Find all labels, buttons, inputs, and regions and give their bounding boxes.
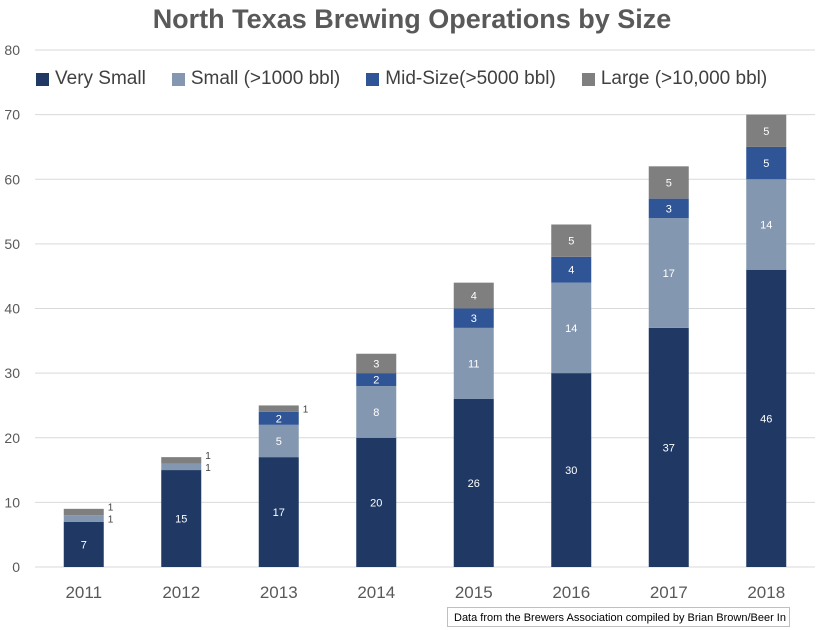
data-label: 11 bbox=[468, 358, 479, 370]
bar-segment bbox=[161, 463, 202, 471]
legend-item: Large (>10,000 bbl) bbox=[581, 68, 768, 90]
x-tick-label: 2011 bbox=[65, 583, 102, 602]
bar-segment bbox=[63, 515, 104, 522]
bar-segment bbox=[453, 308, 494, 328]
data-label: 2 bbox=[373, 375, 379, 387]
x-tick-label: 2014 bbox=[357, 583, 395, 602]
bar-segment bbox=[746, 269, 787, 567]
legend-swatch bbox=[171, 72, 185, 86]
data-label: 3 bbox=[666, 203, 672, 215]
y-tick-label: 40 bbox=[4, 301, 20, 317]
data-label: 14 bbox=[760, 219, 772, 231]
chart-title: North Texas Brewing Operations by Size bbox=[152, 4, 672, 34]
legend-label: Large (>10,000 bbl) bbox=[600, 68, 768, 89]
data-label: 26 bbox=[468, 478, 480, 490]
data-label: 3 bbox=[373, 358, 379, 370]
x-tick-label: 2016 bbox=[552, 583, 590, 602]
bar-segment bbox=[258, 405, 299, 412]
data-label: 5 bbox=[276, 436, 282, 448]
legend-swatch bbox=[581, 72, 595, 86]
bar-segment bbox=[551, 282, 592, 374]
bar-segment bbox=[746, 114, 787, 147]
y-tick-label: 30 bbox=[4, 365, 20, 381]
data-label: 46 bbox=[760, 413, 772, 425]
bar-segment bbox=[356, 386, 397, 438]
data-label: 30 bbox=[565, 465, 577, 477]
bar-segment bbox=[356, 353, 397, 374]
y-tick-label: 0 bbox=[12, 559, 20, 575]
data-label: 1 bbox=[108, 503, 114, 514]
data-label: 4 bbox=[568, 265, 574, 277]
y-tick-label: 10 bbox=[4, 494, 20, 510]
data-label: 15 bbox=[175, 514, 187, 526]
bar-segment bbox=[63, 521, 104, 567]
legend-item: Small (>1000 bbl) bbox=[171, 68, 341, 90]
data-label: 8 bbox=[373, 407, 379, 419]
data-label: 37 bbox=[663, 442, 675, 454]
bar-segment bbox=[453, 327, 494, 399]
x-tick-label: 2012 bbox=[162, 583, 200, 602]
data-label: 17 bbox=[663, 268, 675, 280]
legend-label: Very Small bbox=[55, 68, 146, 89]
bar-segment bbox=[356, 437, 397, 567]
bar-segment bbox=[161, 457, 202, 464]
data-label: 2 bbox=[276, 413, 282, 425]
bar-segment bbox=[356, 373, 397, 387]
bar-segment bbox=[648, 166, 689, 199]
data-label: 7 bbox=[81, 539, 87, 551]
bar-segment bbox=[258, 457, 299, 567]
y-tick-label: 70 bbox=[4, 107, 20, 123]
legend-swatch bbox=[366, 72, 380, 86]
legend-item: Mid-Size(>5000 bbl) bbox=[366, 68, 556, 90]
data-label: 3 bbox=[471, 313, 477, 325]
legend-swatch bbox=[36, 72, 49, 86]
data-label: 14 bbox=[565, 323, 577, 335]
data-label: 5 bbox=[763, 126, 769, 138]
data-label: 4 bbox=[471, 291, 477, 303]
data-label: 1 bbox=[108, 515, 114, 526]
data-label: 1 bbox=[303, 405, 309, 416]
legend-label: Small (>1000 bbl) bbox=[190, 68, 341, 89]
data-label: 5 bbox=[763, 158, 769, 170]
bar-segment bbox=[453, 398, 494, 567]
x-tick-label: 2013 bbox=[260, 583, 298, 602]
bar-segment bbox=[161, 470, 202, 567]
bar-segment bbox=[258, 424, 299, 458]
data-label: 1 bbox=[205, 463, 211, 474]
bar-segment bbox=[648, 198, 689, 219]
bar-segment bbox=[551, 373, 592, 567]
data-label: 5 bbox=[666, 177, 672, 189]
legend-item: Very Small bbox=[36, 68, 146, 90]
x-tick-label: 2015 bbox=[455, 583, 493, 602]
x-tick-label: 2018 bbox=[747, 583, 785, 602]
data-label: 20 bbox=[370, 497, 382, 509]
bar-segment bbox=[551, 256, 592, 283]
legend: Very Small Small (>1000 bbl) Mid-Size(>5… bbox=[36, 68, 767, 90]
bar-segment bbox=[63, 508, 104, 516]
y-tick-label: 60 bbox=[4, 171, 20, 187]
y-tick-label: 20 bbox=[4, 430, 20, 446]
bar-segment bbox=[746, 146, 787, 180]
bar-segment bbox=[258, 411, 299, 425]
bar-segment bbox=[746, 179, 787, 270]
y-tick-label: 80 bbox=[4, 42, 20, 58]
x-tick-label: 2017 bbox=[650, 583, 688, 602]
bar-segment bbox=[648, 218, 689, 328]
data-label: 17 bbox=[273, 507, 285, 519]
data-label: 1 bbox=[205, 451, 211, 462]
bar-segment bbox=[648, 327, 689, 567]
bar-segment bbox=[551, 224, 592, 257]
bar-segment bbox=[453, 282, 494, 309]
y-tick-label: 50 bbox=[4, 236, 20, 252]
data-label: 5 bbox=[568, 236, 574, 248]
source-note: Data from the Brewers Association compil… bbox=[447, 607, 790, 627]
legend-label: Mid-Size(>5000 bbl) bbox=[385, 68, 556, 89]
